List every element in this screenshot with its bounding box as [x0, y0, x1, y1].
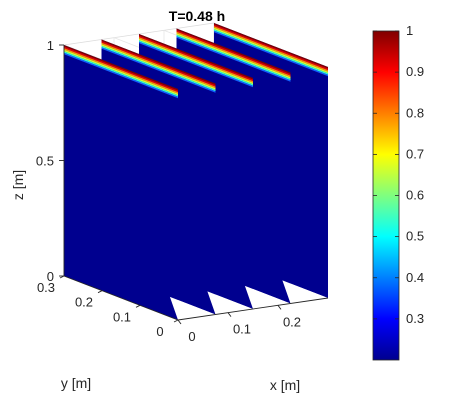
y-axis-line — [63, 275, 179, 321]
z-tick-label: 0.5 — [36, 154, 54, 169]
colorbar-tick-label: 0.7 — [406, 146, 424, 161]
axes: 0 0.1 0.200.10.20.300.51 — [36, 38, 329, 344]
colorbar-tick-label: 0.4 — [406, 270, 424, 285]
plate-band — [101, 41, 216, 87]
plate-band — [101, 44, 216, 90]
plate-band — [64, 51, 178, 97]
y-tick — [135, 304, 141, 308]
plate-band — [101, 47, 216, 93]
y-tick-label: 0.1 — [113, 309, 131, 324]
plate-band — [176, 34, 291, 81]
colorbar: 0.3 0.4 0.5 0.6 0.7 0.8 0.9 1 — [372, 23, 424, 361]
y-tick-label: 0 — [156, 324, 163, 339]
x-tick — [177, 319, 182, 325]
x-axis-line — [177, 297, 329, 321]
y-axis-label: y [m] — [61, 375, 91, 391]
plate — [64, 45, 178, 320]
colorbar-tick-label: 1 — [406, 23, 413, 38]
plate-band — [176, 31, 291, 78]
plate-band — [139, 38, 253, 85]
colorbar-tick-label: 0.5 — [406, 229, 424, 244]
z-tick-label: 0 — [47, 269, 54, 284]
floor-gap — [244, 285, 291, 309]
colorbar-tick-label: 0.9 — [406, 64, 424, 79]
chart-title: T=0.48 h — [169, 8, 225, 24]
plate-band — [214, 23, 328, 69]
plate-band — [214, 24, 328, 71]
y-tick — [97, 290, 103, 294]
plate-band — [139, 35, 253, 82]
x-tick-label: 0.1 — [233, 322, 251, 337]
x-tick — [277, 305, 282, 310]
colorbar-gradient — [372, 30, 400, 361]
plate-band — [176, 36, 291, 82]
plate-band — [139, 41, 253, 88]
plate-band — [139, 34, 253, 80]
plate-band — [64, 52, 178, 99]
colorbar-tick-label: 0.6 — [406, 188, 424, 203]
colorbar-tick-label: 0.3 — [406, 311, 424, 326]
y-tick-label: 0.3 — [37, 280, 55, 295]
plate-band — [214, 26, 328, 72]
plate-band — [101, 42, 216, 89]
x-axis-label: x [m] — [270, 377, 300, 393]
plate-band — [64, 49, 178, 96]
plate-band — [214, 29, 328, 75]
plate-band — [101, 45, 216, 92]
plate-band — [64, 48, 178, 94]
z-tick-label: 1 — [47, 38, 54, 53]
plate-band — [176, 33, 291, 79]
z-axis-label: z [m] — [10, 170, 26, 200]
floor-gap — [169, 296, 216, 320]
x-tick-label: 0.2 — [283, 314, 301, 329]
plate-band — [139, 37, 253, 83]
plate-band — [139, 40, 253, 86]
x-tick-label: 0 — [188, 329, 195, 344]
y-tick — [173, 319, 179, 323]
floor-gap — [282, 280, 328, 304]
plate-band — [214, 30, 328, 77]
plate-band — [101, 39, 216, 85]
x-tick — [227, 312, 232, 317]
plate-band — [214, 27, 328, 74]
floor-gap — [207, 291, 253, 315]
y-tick-label: 0.2 — [75, 295, 93, 310]
plate-band — [176, 30, 291, 76]
plate-face — [64, 45, 178, 320]
plate-band — [64, 46, 178, 93]
plates — [64, 23, 328, 320]
plate-band — [176, 28, 291, 74]
colorbar-tick-label: 0.8 — [406, 105, 424, 120]
plate-band — [64, 45, 178, 91]
